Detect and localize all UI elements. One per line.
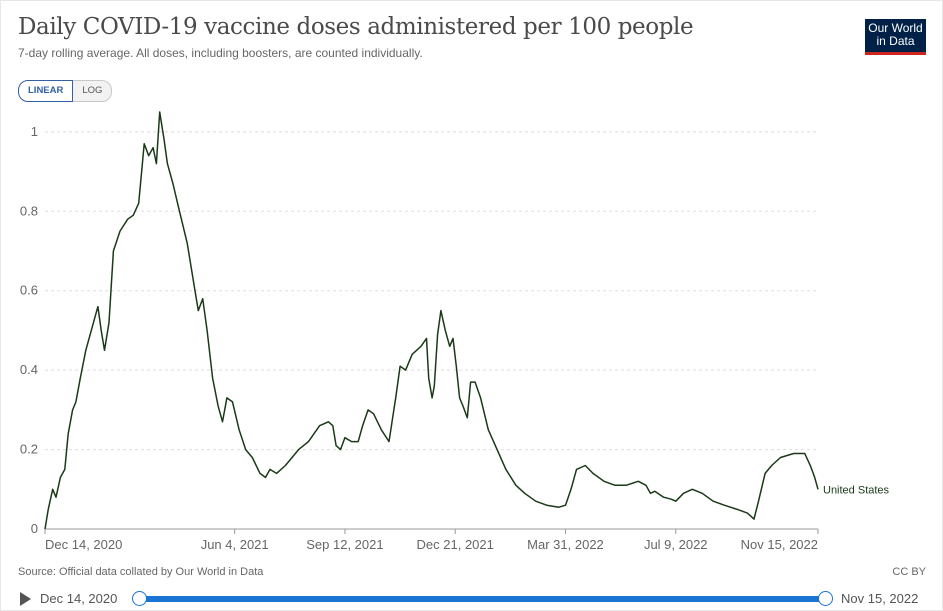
y-tick-label: 0.4: [20, 362, 38, 377]
y-tick-label: 1: [31, 124, 38, 139]
play-icon[interactable]: [20, 592, 31, 606]
x-tick-label: Dec 21, 2021: [417, 537, 494, 552]
timeline-end-label: Nov 15, 2022: [841, 591, 919, 606]
y-tick-label: 0.2: [20, 442, 38, 457]
linear-scale-button[interactable]: LINEAR: [18, 80, 74, 102]
timeline-track[interactable]: [139, 596, 825, 602]
y-tick-label: 0.8: [20, 203, 38, 218]
x-tick-label: Sep 12, 2021: [306, 537, 383, 552]
logo-line-2: in Data: [876, 34, 915, 48]
y-tick-label: 0: [31, 521, 38, 536]
log-scale-button[interactable]: LOG: [73, 80, 113, 102]
timeline-start-label: Dec 14, 2020: [40, 591, 118, 606]
owid-logo[interactable]: Our World in Data: [865, 19, 926, 55]
timeline-end-handle[interactable]: [818, 591, 833, 606]
x-tick-label: Nov 15, 2022: [741, 537, 818, 552]
timeline-start-handle[interactable]: [132, 591, 147, 606]
series-line-united-states[interactable]: [44, 111, 819, 530]
series-end-label[interactable]: United States: [823, 484, 890, 496]
axes: 0 0.2 0.4 0.6 0.8 1 Dec 14, 2020 Jun 4, 2021 Sep…: [20, 124, 819, 552]
chart-subtitle: 7-day rolling average. All doses, includ…: [18, 46, 423, 60]
timeline-slider: Dec 14, 2020 Nov 15, 2022: [0, 588, 943, 611]
chart-title: Daily COVID-19 vaccine doses administere…: [18, 14, 694, 40]
x-tick-label: Jul 9, 2022: [644, 537, 708, 552]
line-chart: 0 0.2 0.4 0.6 0.8 1 Dec 14, 2020 Jun 4, 2021 Sep…: [20, 111, 890, 552]
series-layer: United States: [44, 111, 890, 530]
license-link[interactable]: CC BY: [892, 566, 926, 578]
logo-line-1: Our World: [868, 21, 923, 35]
y-tick-label: 0.6: [20, 283, 38, 298]
x-tick-label: Dec 14, 2020: [45, 537, 122, 552]
scale-toggle: LINEAR LOG: [18, 80, 113, 102]
source-note[interactable]: Source: Official data collated by Our Wo…: [18, 566, 264, 578]
x-tick-label: Mar 31, 2022: [527, 537, 604, 552]
grid-lines: [45, 131, 818, 451]
x-tick-label: Jun 4, 2021: [201, 537, 269, 552]
